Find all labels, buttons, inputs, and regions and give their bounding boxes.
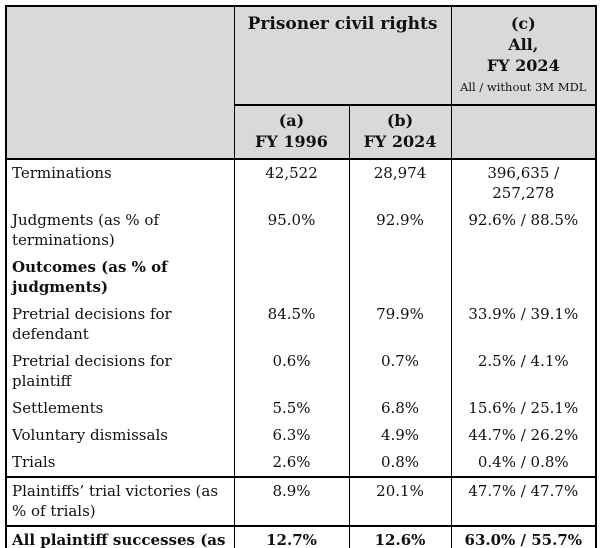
value-fy2024: 28,974 <box>348 159 452 207</box>
value-all-fy2024: 92.6% / 88.5% <box>450 207 597 254</box>
column-b-letter: (b) <box>386 111 414 130</box>
column-header-a: (a) FY 1996 <box>233 105 350 160</box>
row-label: Trials <box>5 449 235 477</box>
table-row: Settlements 5.5% 6.8% 15.6% / 25.1% <box>5 395 597 422</box>
corner-cell <box>5 6 235 160</box>
value-fy1996: 95.0% <box>233 207 350 254</box>
row-label: Pretrial decisions for defendant <box>5 301 235 348</box>
value-all-fy2024 <box>450 254 597 301</box>
table-row: Judgments (as % of terminations) 95.0% 9… <box>5 207 597 254</box>
value-fy1996: 2.6% <box>233 449 350 477</box>
value-all-fy2024: 44.7% / 26.2% <box>450 422 597 449</box>
value-fy1996: 5.5% <box>233 395 350 422</box>
table-row: All plaintiff successes (as % of judgmen… <box>5 525 597 548</box>
header-row-top: Prisoner civil rights (c) All, FY 2024 A… <box>5 6 597 160</box>
value-fy2024: 92.9% <box>348 207 452 254</box>
value-fy1996: 0.6% <box>233 348 350 395</box>
column-b-year: FY 2024 <box>363 132 437 151</box>
table-row: Pretrial decisions for defendant 84.5% 7… <box>5 301 597 348</box>
table-row: Plaintiffs’ trial victories (as % of tri… <box>5 476 597 526</box>
table-body: Terminations 42,522 28,974 396,635 / 257… <box>5 159 597 548</box>
column-a-year: FY 1996 <box>255 132 328 151</box>
value-fy2024: 0.8% <box>348 449 452 477</box>
value-fy1996: 42,522 <box>233 159 350 207</box>
table-row: Terminations 42,522 28,974 396,635 / 257… <box>5 159 597 207</box>
value-fy1996: 8.9% <box>233 476 350 526</box>
value-fy2024: 12.6% <box>348 525 452 548</box>
value-fy2024: 4.9% <box>348 422 452 449</box>
table-row: Pretrial decisions for plaintiff 0.6% 0.… <box>5 348 597 395</box>
column-c-title-line1: All, <box>508 35 539 54</box>
value-fy2024: 0.7% <box>348 348 452 395</box>
row-label: Terminations <box>5 159 235 207</box>
column-c-title-line2: FY 2024 <box>486 56 560 75</box>
column-c-subnote: All / without 3M MDL <box>460 80 587 94</box>
column-header-b: (b) FY 2024 <box>348 105 452 160</box>
row-label: Settlements <box>5 395 235 422</box>
table-row: Outcomes (as % of judgments) <box>5 254 597 301</box>
row-label: Outcomes (as % of judgments) <box>5 254 235 301</box>
column-a-letter: (a) <box>278 111 305 130</box>
header-row-sub: (a) FY 1996 (b) FY 2024 <box>6 105 597 160</box>
table-row: Voluntary dismissals 6.3% 4.9% 44.7% / 2… <box>5 422 597 449</box>
column-header-c-empty <box>450 105 597 160</box>
column-header-c: (c) All, FY 2024 All / without 3M MDL <box>450 6 597 106</box>
table-row: Trials 2.6% 0.8% 0.4% / 0.8% <box>5 449 597 477</box>
value-fy1996: 6.3% <box>233 422 350 449</box>
value-fy2024: 6.8% <box>348 395 452 422</box>
row-label: Voluntary dismissals <box>5 422 235 449</box>
value-all-fy2024: 33.9% / 39.1% <box>450 301 597 348</box>
value-all-fy2024: 0.4% / 0.8% <box>450 449 597 477</box>
value-fy1996: 12.7% <box>233 525 350 548</box>
value-all-fy2024: 47.7% / 47.7% <box>450 476 597 526</box>
row-label: All plaintiff successes (as % of judgmen… <box>5 525 235 548</box>
value-all-fy2024: 63.0% / 55.7% <box>450 525 597 548</box>
column-c-letter: (c) <box>510 14 536 33</box>
value-all-fy2024: 15.6% / 25.1% <box>450 395 597 422</box>
value-all-fy2024: 2.5% / 4.1% <box>450 348 597 395</box>
table-header: Prisoner civil rights (c) All, FY 2024 A… <box>5 6 597 160</box>
group-header-prisoner-civil-rights: Prisoner civil rights <box>233 6 452 106</box>
value-fy2024 <box>348 254 452 301</box>
value-fy2024: 79.9% <box>348 301 452 348</box>
row-label: Pretrial decisions for plaintiff <box>5 348 235 395</box>
value-fy2024: 20.1% <box>348 476 452 526</box>
value-all-fy2024: 396,635 / 257,278 <box>450 159 597 207</box>
row-label: Plaintiffs’ trial victories (as % of tri… <box>5 476 235 526</box>
prisoner-civil-rights-outcomes-table: Prisoner civil rights (c) All, FY 2024 A… <box>5 5 598 548</box>
value-fy1996 <box>233 254 350 301</box>
row-label: Judgments (as % of terminations) <box>5 207 235 254</box>
value-fy1996: 84.5% <box>233 301 350 348</box>
